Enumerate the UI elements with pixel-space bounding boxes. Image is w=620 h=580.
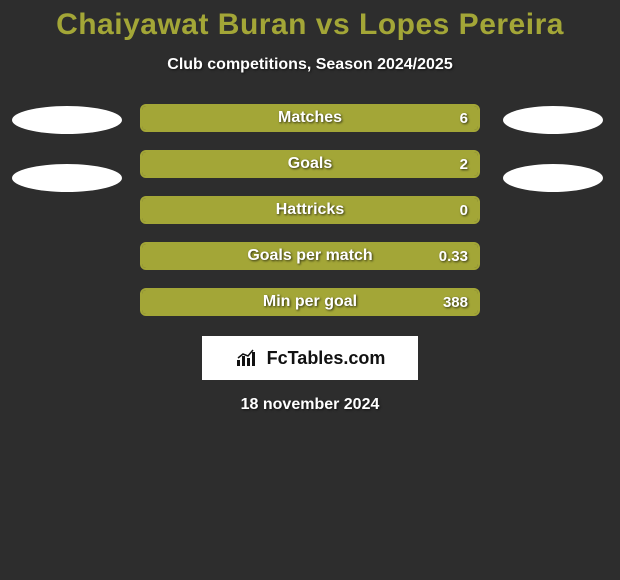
stat-bar-value: 0 (460, 198, 468, 222)
stat-bar-gpm: Goals per match 0.33 (140, 242, 480, 270)
left-ellipse-1 (12, 106, 122, 134)
title-text: Chaiyawat Buran vs Lopes Pereira (56, 8, 564, 41)
stats-area: Matches 6 Goals 2 Hattricks 0 Goals per … (0, 104, 620, 316)
stat-bar-value: 0.33 (439, 244, 468, 268)
footer-date: 18 november 2024 (241, 396, 380, 414)
stat-bars: Matches 6 Goals 2 Hattricks 0 Goals per … (140, 104, 480, 316)
stat-bar-mpg: Min per goal 388 (140, 288, 480, 316)
stat-bar-value: 2 (460, 152, 468, 176)
brand-text: FcTables.com (267, 348, 386, 369)
stat-bar-value: 6 (460, 106, 468, 130)
stat-bar-matches: Matches 6 (140, 104, 480, 132)
brand-badge: FcTables.com (202, 336, 418, 380)
page-subtitle: Club competitions, Season 2024/2025 (167, 56, 452, 74)
infographic-container: Chaiyawat Buran vs Lopes Pereira Club co… (0, 0, 620, 414)
stat-bar-hattricks: Hattricks 0 (140, 196, 480, 224)
left-player-col (12, 104, 122, 192)
stat-bar-label: Min per goal (142, 290, 478, 314)
right-player-col (498, 104, 608, 192)
stat-bar-goals: Goals 2 (140, 150, 480, 178)
stat-bar-label: Matches (142, 106, 478, 130)
stat-bar-label: Goals (142, 152, 478, 176)
page-title: Chaiyawat Buran vs Lopes Pereira (56, 8, 564, 42)
stat-bar-value: 388 (443, 290, 468, 314)
stat-bar-label: Goals per match (142, 244, 478, 268)
right-ellipse-2 (503, 164, 603, 192)
left-ellipse-2 (12, 164, 122, 192)
barchart-icon (235, 348, 261, 368)
right-ellipse-1 (503, 106, 603, 134)
stat-bar-label: Hattricks (142, 198, 478, 222)
